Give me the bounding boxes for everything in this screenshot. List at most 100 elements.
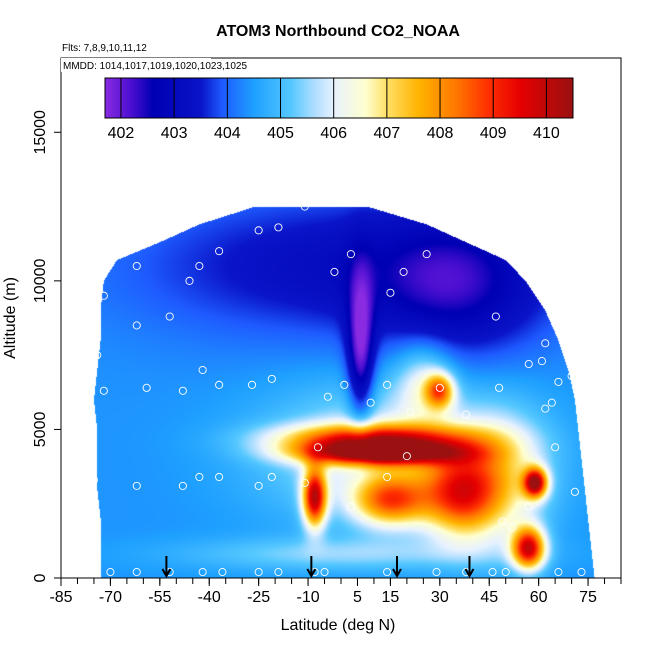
sample-point [198,365,207,375]
sample-point [61,415,62,420]
arrow-head [392,568,402,579]
sample-point [99,291,108,300]
sample-point [406,407,415,416]
sample-point [195,261,204,271]
sample-point [254,481,263,490]
sample-point [422,250,431,259]
colorbar-gradient [105,78,573,118]
sample-point [99,386,108,395]
sample-point [132,261,141,271]
sample-point [524,360,533,369]
sample-point [254,568,263,577]
sample-point [402,452,411,461]
sample-point [383,380,392,389]
x-tick-label: 60 [530,589,548,606]
sample-point [593,568,602,577]
sample-point [498,517,507,526]
x-tick-label: 75 [579,589,597,606]
sample-point [132,481,141,490]
flights-label: Flts: 7,8,9,10,11,12 [62,43,147,54]
sample-point [165,312,174,321]
arrow-markers [161,556,475,579]
sample-point [195,472,204,482]
x-tick-label: 45 [480,589,498,606]
y-tick-label: 15000 [32,110,49,155]
x-tick-label: -85 [49,589,72,606]
colorbar-tick-label: 402 [108,125,135,142]
sample-point [106,568,115,577]
sample-point [465,235,474,244]
arrow-head [306,568,317,579]
sample-point [185,276,194,285]
sample-point [524,502,533,511]
sample-point [330,267,339,276]
sample-point [93,351,102,360]
mmdd-label: MMDD: 1014,1017,1019,1020,1023,1025 [63,61,247,72]
sample-point [501,568,510,577]
y-axis: 0 5000 10000 15000 [32,110,61,582]
y-tick-label: 5000 [32,412,49,448]
x-tick-label: 5 [353,589,362,606]
sample-point [254,226,263,235]
sample-point [89,568,98,577]
x-axis-label: Latitude (deg N) [281,617,396,634]
arrow-marker [306,556,317,579]
sample-point [340,380,349,389]
sample-point [320,568,329,577]
x-tick-label: -70 [99,589,122,606]
sample-point [267,472,276,482]
x-tick-label: -10 [296,589,319,606]
x-tick-label: -55 [148,589,171,606]
sample-point [178,386,187,395]
colorbar-frame [104,77,574,119]
arrow-head [464,568,475,579]
x-axis: -85 -70 -55 -40 -25 -10 5 15 30 45 60 75 [49,578,622,606]
sample-point [567,371,576,380]
x-tick-label: -25 [247,589,270,606]
sample-point [547,398,556,407]
sample-point [274,223,283,232]
arrow-marker [161,556,172,579]
x-tick-label: -40 [198,589,221,606]
sample-point [383,472,392,482]
sample-point [537,357,546,366]
sample-point [178,481,187,490]
sample-point [551,443,560,452]
chart-title: ATOM3 Northbound CO2_NOAA [216,23,460,40]
sample-point [541,404,550,413]
sample-point [215,247,224,256]
sample-point [554,377,563,386]
sample-point [462,410,471,419]
colorbar-tick-label: 409 [480,125,507,142]
sample-point [132,568,141,577]
x-tick-label: 15 [382,589,400,606]
x-tick-label: 30 [431,589,449,606]
sample-point [198,568,207,577]
colorbar-tick-label: 407 [374,125,401,142]
colorbar: 402 403 404 405 406 407 408 409 410 [104,77,574,142]
arrow-marker [392,556,402,579]
sample-point [248,380,257,389]
sample-point [346,502,355,511]
sample-point [570,487,579,496]
sample-point [215,380,224,389]
sample-point [574,327,583,336]
sample-point [142,383,151,392]
sample-point [215,472,224,482]
sample-point [313,443,322,452]
sample-point [399,267,408,276]
colorbar-tick-label: 403 [161,125,188,142]
sample-points [61,202,602,577]
mmdd-label-bg [61,58,211,72]
sample-point [267,374,276,383]
sample-point [218,568,227,577]
sample-point [346,250,355,259]
y-axis-label: Altitude (m) [2,277,19,359]
sample-point [491,312,500,321]
sample-point [323,392,332,401]
sample-point [554,568,563,577]
sample-point [89,475,98,484]
arrow-head [161,568,172,579]
